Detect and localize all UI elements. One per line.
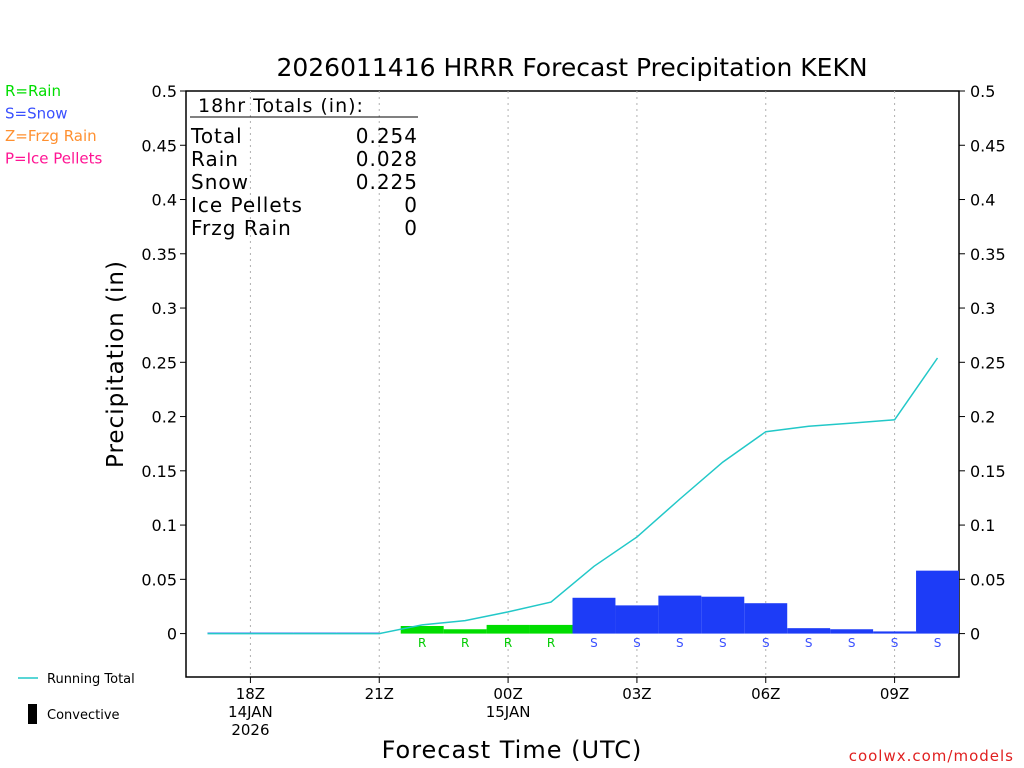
precip-type-legend-item: R=Rain (5, 82, 61, 100)
precip-bar (615, 605, 659, 634)
totals-row-value: 0.254 (356, 124, 418, 148)
y-tick-label-right: 0.25 (970, 353, 1006, 372)
precip-bar (873, 631, 917, 634)
totals-row-value: 0 (404, 216, 418, 240)
vertical-gridlines (249, 91, 896, 677)
totals-row-label: Ice Pellets (191, 193, 303, 217)
precip-bars (207, 570, 959, 634)
y-tick-label-left: 0.5 (152, 82, 177, 101)
series-legend: Running Total Convective (18, 672, 135, 724)
x-tick-label: 00Z (493, 685, 522, 703)
y-tick-label-left: 0.3 (152, 299, 177, 318)
precip-type-label: S (805, 636, 813, 650)
credit-text: coolwx.com/models (849, 747, 1014, 765)
totals-header: 18hr Totals (in): (198, 95, 364, 117)
precip-type-label: R (461, 636, 469, 650)
running-total-series (207, 357, 939, 635)
totals-row-label: Frzg Rain (191, 216, 292, 240)
precip-bar (572, 597, 616, 634)
precip-bar (787, 628, 831, 634)
precip-bar (658, 595, 702, 634)
precip-type-label: S (590, 636, 598, 650)
precip-bar (443, 629, 487, 634)
precip-type-label: S (676, 636, 684, 650)
y-tick-label-left: 0.15 (141, 462, 177, 481)
precip-type-legend-item: S=Snow (5, 105, 68, 123)
precip-type-label: S (934, 636, 942, 650)
y-tick-label-left: 0.25 (141, 353, 177, 372)
precip-bar (830, 629, 874, 634)
chart-title: 2026011416 HRRR Forecast Precipitation K… (276, 53, 867, 82)
x-tick-label: 15JAN (486, 703, 531, 721)
precip-type-label: S (633, 636, 641, 650)
y-tick-label-right: 0.5 (970, 82, 995, 101)
precip-bar (529, 624, 573, 634)
y-tick-label-left: 0.1 (152, 516, 177, 535)
y-axis-label: Precipitation (in) (103, 260, 129, 468)
precip-bar (744, 603, 788, 634)
y-tick-label-right: 0.4 (970, 191, 995, 210)
y-tick-label-left: 0.2 (152, 408, 177, 427)
totals-row-value: 0.225 (356, 170, 418, 194)
y-tick-label-right: 0.15 (970, 462, 1006, 481)
y-tick-label-right: 0.3 (970, 299, 995, 318)
x-axis-label: Forecast Time (UTC) (382, 736, 643, 764)
y-tick-label-right: 0 (970, 625, 980, 644)
x-tick-label: 06Z (751, 685, 780, 703)
y-tick-label-left: 0.45 (141, 136, 177, 155)
y-tick-label-left: 0 (167, 625, 177, 644)
y-tick-label-right: 0.1 (970, 516, 995, 535)
y-tick-label-right: 0.45 (970, 136, 1006, 155)
series-legend-label: Convective (47, 708, 120, 723)
x-tick-label: 03Z (622, 685, 651, 703)
series-legend-label: Running Total (47, 672, 135, 687)
y-tick-label-left: 0.4 (152, 191, 177, 210)
precip-type-label: S (848, 636, 856, 650)
precip-type-legend: R=Rain S=Snow Z=Frzg Rain P=Ice Pellets (5, 82, 102, 168)
y-tick-label-left: 0.05 (141, 570, 177, 589)
x-tick-label: 14JAN (228, 703, 273, 721)
precip-type-label: R (547, 636, 555, 650)
precip-bar (486, 624, 530, 634)
x-tick-label: 09Z (880, 685, 909, 703)
totals-box: 18hr Totals (in): Total 0.254 Rain 0.028 Snow… (190, 95, 418, 240)
precip-type-label: S (762, 636, 770, 650)
running-total-line (207, 357, 939, 635)
y-axis-right: 0 0.05 0.1 0.15 0.2 0.25 0.3 0.35 0.4 0.45 0.5 (959, 82, 1006, 644)
y-tick-label-right: 0.2 (970, 408, 995, 427)
totals-row-value: 0 (404, 193, 418, 217)
precip-bar (400, 625, 444, 634)
x-tick-label: 2026 (231, 721, 269, 739)
y-tick-label-right: 0.35 (970, 245, 1006, 264)
precip-type-label: R (504, 636, 512, 650)
plot-frame (185, 90, 960, 678)
precip-bar (916, 570, 959, 634)
y-axis-left: 0 0.05 0.1 0.15 0.2 0.25 0.3 0.35 0.4 0.45 0.5 (141, 82, 186, 644)
precip-type-label: R (418, 636, 426, 650)
precip-type-label: S (891, 636, 899, 650)
precip-type-legend-item: P=Ice Pellets (5, 150, 102, 168)
totals-row-label: Rain (191, 147, 239, 171)
x-tick-label: 18Z (236, 685, 265, 703)
precip-bar (701, 596, 745, 634)
y-tick-label-right: 0.05 (970, 570, 1006, 589)
precip-type-legend-item: Z=Frzg Rain (5, 127, 97, 145)
precip-type-label: S (719, 636, 727, 650)
totals-row-value: 0.028 (356, 147, 418, 171)
convective-legend-icon (28, 704, 37, 724)
totals-row-label: Snow (191, 170, 249, 194)
x-tick-label: 21Z (365, 685, 394, 703)
totals-row-label: Total (190, 124, 243, 148)
y-tick-label-left: 0.35 (141, 245, 177, 264)
